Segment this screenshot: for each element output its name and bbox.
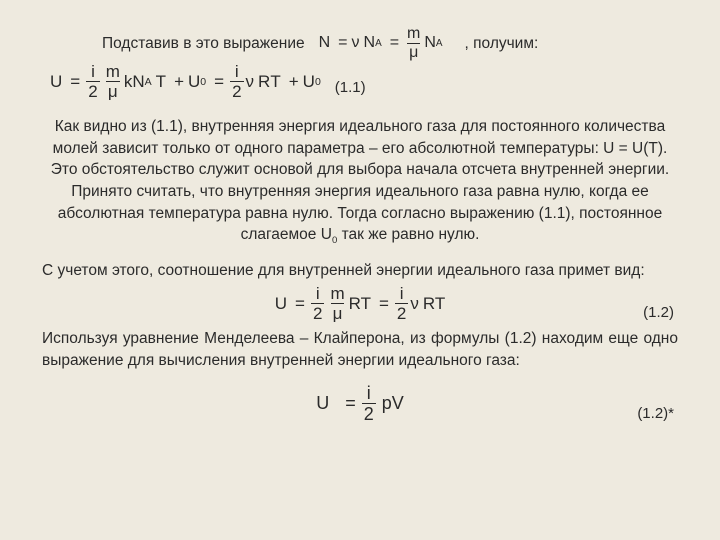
intro-before: Подставив в это выражение [102,33,305,55]
document-page: Подставив в это выражение N = ν N A = m … [0,0,720,540]
frac-i-2c: i 2 [311,285,324,322]
frac-i-2d: i 2 [395,285,408,322]
paragraph-2: С учетом этого, соотношение для внутренн… [42,260,678,282]
equation-1-2: U = i 2 m μ RT = i 2 ν RT (1.2) [42,284,678,324]
intro-after: , получим: [465,33,539,55]
frac-i-2e: i 2 [362,384,376,423]
frac-i-2b: i 2 [230,63,243,100]
frac-m-mu-2: m μ [104,63,122,100]
equation-1-2-star: U = i 2 pV (1.2)* [42,381,678,425]
frac-i-2: i 2 [86,63,99,100]
paragraph-1: Как видно из (1.1), внутренняя энергия и… [42,116,678,246]
eq-label-1-1: (1.1) [335,77,366,98]
frac-m-mu-3: m μ [328,285,346,322]
eq-n: N = ν N A = m μ N A [311,26,459,61]
frac-m-mu: m μ [405,26,422,61]
intro-line: Подставив в это выражение N = ν N A = m … [102,26,678,61]
eq-label-1-2: (1.2) [643,302,674,323]
equation-1-1: U = i 2 m μ k N A T + U 0 = i 2 ν R T [50,63,678,100]
eq-label-1-2-star: (1.2)* [637,403,674,424]
paragraph-3: Используя уравнение Менделеева – Клайпер… [42,328,678,371]
